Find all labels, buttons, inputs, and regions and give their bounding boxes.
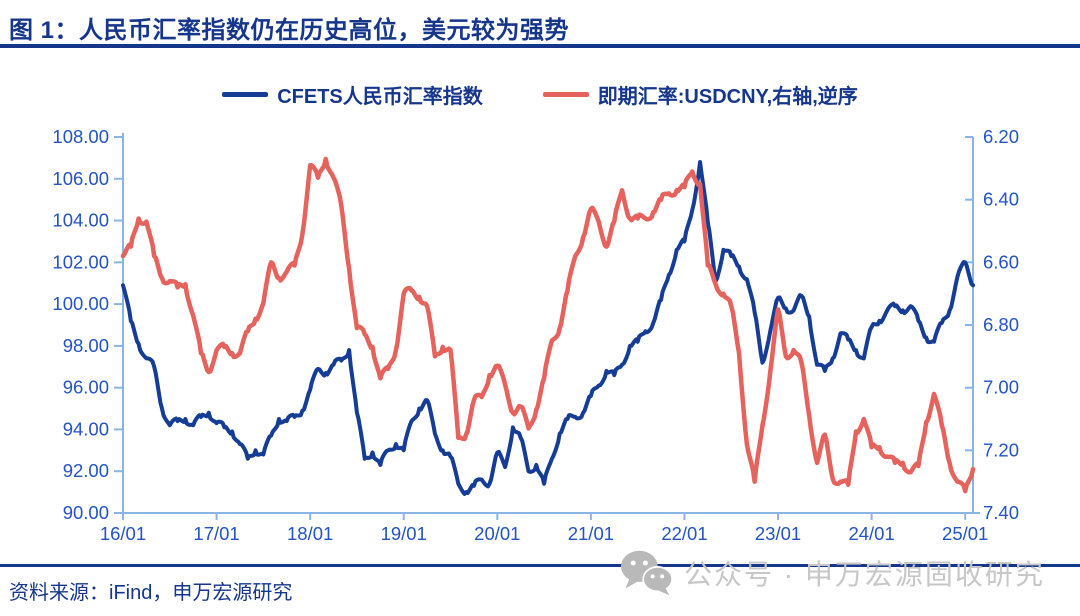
svg-text:6.40: 6.40 — [983, 189, 1019, 210]
svg-text:22/01: 22/01 — [661, 523, 707, 544]
legend-label-usdcny: 即期汇率:USDCNY,右轴,逆序 — [597, 86, 858, 108]
svg-text:6.20: 6.20 — [983, 126, 1019, 147]
svg-text:102.00: 102.00 — [52, 251, 109, 272]
svg-text:18/01: 18/01 — [287, 523, 333, 544]
svg-text:7.20: 7.20 — [983, 439, 1019, 460]
svg-text:19/01: 19/01 — [381, 523, 427, 544]
figure-title: 图 1：人民币汇率指数仍在历史高位，美元较为强势 — [9, 17, 570, 44]
wechat-icon — [621, 550, 673, 596]
svg-text:21/01: 21/01 — [568, 523, 614, 544]
svg-text:25/01: 25/01 — [942, 523, 988, 544]
usdcny-line-swatch — [542, 92, 589, 97]
source-note: 资料来源：iFind，申万宏源研究 — [9, 582, 293, 604]
legend-label-cfets: CFETS人民币汇率指数 — [277, 86, 483, 108]
cfets-line-swatch — [222, 92, 269, 97]
svg-text:6.60: 6.60 — [983, 251, 1019, 272]
legend-item-cfets: CFETS人民币汇率指数 — [222, 80, 483, 109]
svg-text:16/01: 16/01 — [100, 523, 146, 544]
svg-text:6.80: 6.80 — [983, 314, 1019, 335]
watermark-text: 公众号 · 申万宏源固收研究 — [684, 559, 1045, 590]
svg-text:104.00: 104.00 — [52, 210, 109, 231]
title-divider — [0, 44, 1080, 48]
watermark: 公众号 · 申万宏源固收研究 — [618, 548, 1045, 598]
svg-text:108.00: 108.00 — [52, 126, 109, 147]
svg-text:96.00: 96.00 — [63, 377, 109, 398]
svg-text:92.00: 92.00 — [63, 460, 109, 481]
svg-text:17/01: 17/01 — [193, 523, 239, 544]
svg-text:23/01: 23/01 — [755, 523, 801, 544]
svg-text:90.00: 90.00 — [63, 502, 109, 523]
svg-text:7.00: 7.00 — [983, 377, 1019, 398]
chart-legend: CFETS人民币汇率指数 即期汇率:USDCNY,右轴,逆序 — [0, 80, 1080, 109]
svg-text:7.40: 7.40 — [983, 502, 1019, 523]
svg-text:106.00: 106.00 — [52, 168, 109, 189]
svg-text:94.00: 94.00 — [63, 418, 109, 439]
svg-text:20/01: 20/01 — [474, 523, 520, 544]
footer-divider — [0, 564, 1080, 567]
legend-item-usdcny: 即期汇率:USDCNY,右轴,逆序 — [542, 80, 858, 109]
chart-canvas: 108.00 106.00 104.00 102.00 100.00 98.00 96.00… — [52, 126, 1019, 544]
svg-text:24/01: 24/01 — [848, 523, 894, 544]
svg-text:98.00: 98.00 — [63, 335, 109, 356]
svg-text:100.00: 100.00 — [52, 293, 109, 314]
exchange-rate-chart: 108.00 106.00 104.00 102.00 100.00 98.00 96.00… — [0, 112, 1080, 552]
